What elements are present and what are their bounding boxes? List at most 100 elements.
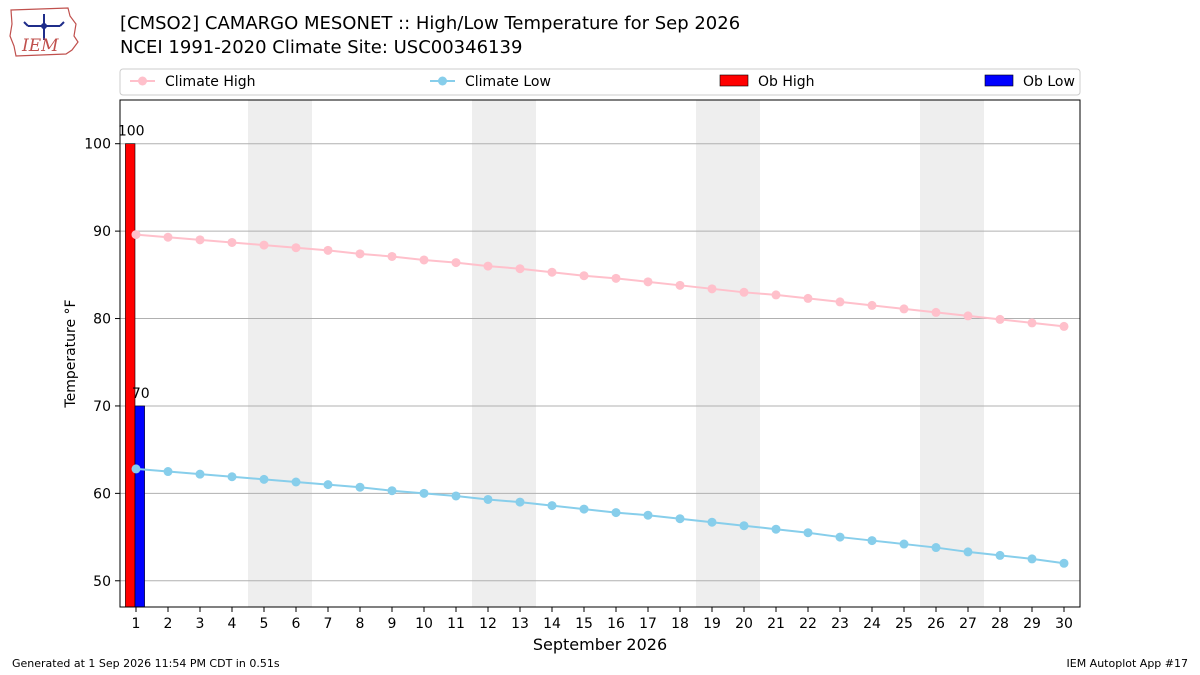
x-tick-label: 18 [671, 616, 689, 632]
y-tick-label: 100 [84, 137, 111, 153]
climate-high-point [675, 280, 685, 290]
chart-subtitle: NCEI 1991-2020 Climate Site: USC00346139 [120, 37, 523, 58]
weekend-band [696, 100, 760, 607]
x-tick-label: 17 [639, 616, 657, 632]
climate-low-point [227, 472, 237, 482]
x-tick-label: 11 [447, 616, 465, 632]
app-credit: IEM Autoplot App #17 [1066, 657, 1189, 670]
legend-box [119, 68, 1081, 96]
climate-high-point [899, 304, 909, 314]
generated-timestamp: Generated at 1 Sep 2026 11:54 PM CDT in … [12, 657, 280, 670]
climate-high-point [547, 267, 557, 277]
climate-high-point [803, 293, 813, 303]
climate-high-point [1059, 321, 1069, 331]
climate-high-line [135, 233, 1065, 328]
legend-box-swatch [719, 74, 749, 87]
legend-label: Ob Low [1023, 74, 1075, 90]
ob-high-bar [125, 143, 136, 608]
climate-low-point [355, 482, 365, 492]
climate-low-point [931, 543, 941, 553]
climate-low-point [771, 524, 781, 534]
climate-high-point [259, 240, 269, 250]
weekend-band [248, 100, 312, 607]
climate-low-point [867, 536, 877, 546]
climate-low-point [995, 550, 1005, 560]
legend-label: Climate High [165, 74, 256, 90]
ob-low-bar [134, 405, 145, 608]
climate-low-point [483, 494, 493, 504]
x-tick-label: 20 [735, 616, 753, 632]
climate-low-point [131, 464, 141, 474]
climate-high-point [131, 230, 141, 240]
climate-high-point [515, 264, 525, 274]
x-tick-label: 28 [991, 616, 1009, 632]
iem-logo: IEM [8, 6, 80, 58]
climate-low-point [323, 480, 333, 490]
climate-low-line [135, 467, 1065, 565]
climate-low-point [195, 469, 205, 479]
climate-low-point [899, 539, 909, 549]
weekend-band [472, 100, 536, 607]
y-tick-label: 60 [93, 486, 111, 502]
x-axis-label: September 2026 [533, 635, 667, 654]
climate-high-point [291, 243, 301, 253]
y-tick-label: 80 [93, 312, 111, 328]
x-tick-label: 26 [927, 616, 945, 632]
x-tick-label: 19 [703, 616, 721, 632]
x-tick-label: 9 [388, 616, 397, 632]
legend-box-swatch [984, 74, 1014, 87]
climate-low-point [515, 497, 525, 507]
x-tick-label: 13 [511, 616, 529, 632]
climate-high-point [195, 235, 205, 245]
climate-high-point [579, 271, 589, 281]
climate-low-point [643, 510, 653, 520]
x-tick-label: 29 [1023, 616, 1041, 632]
climate-low-point [739, 521, 749, 531]
x-tick-label: 22 [799, 616, 817, 632]
x-tick-label: 15 [575, 616, 593, 632]
climate-high-point [707, 284, 717, 294]
climate-high-point [867, 300, 877, 310]
climate-low-point [451, 491, 461, 501]
ob-low-data-label: 70 [132, 386, 150, 402]
x-tick-label: 7 [324, 616, 333, 632]
legend-label: Climate Low [465, 74, 551, 90]
x-tick-label: 24 [863, 616, 881, 632]
climate-high-point [1027, 318, 1037, 328]
x-tick-label: 1 [132, 616, 141, 632]
y-axis-label: Temperature °F [63, 299, 79, 408]
climate-high-point [163, 232, 173, 242]
weekend-band [920, 100, 984, 607]
y-tick-label: 90 [93, 224, 111, 240]
x-tick-label: 5 [260, 616, 269, 632]
x-tick-label: 16 [607, 616, 625, 632]
x-tick-label: 4 [228, 616, 237, 632]
climate-high-point [611, 273, 621, 283]
climate-low-point [163, 467, 173, 477]
y-tick-label: 70 [93, 399, 111, 415]
legend-label: Ob High [758, 74, 815, 90]
climate-high-point [227, 237, 237, 247]
x-tick-label: 2 [164, 616, 173, 632]
climate-high-point [419, 255, 429, 265]
y-tick-label: 50 [93, 574, 111, 590]
climate-low-point [1027, 554, 1037, 564]
climate-high-point [835, 297, 845, 307]
climate-low-point [707, 517, 717, 527]
x-tick-label: 23 [831, 616, 849, 632]
x-tick-label: 10 [415, 616, 433, 632]
climate-low-point [1059, 558, 1069, 568]
climate-high-point [323, 245, 333, 255]
x-tick-label: 12 [479, 616, 497, 632]
climate-high-point [995, 314, 1005, 324]
climate-low-point [259, 474, 269, 484]
x-tick-label: 8 [356, 616, 365, 632]
x-tick-label: 21 [767, 616, 785, 632]
climate-low-point [579, 504, 589, 514]
plot-frame [119, 99, 1081, 608]
climate-low-point [611, 508, 621, 518]
legend-marker-swatch [138, 76, 147, 86]
climate-high-point [643, 277, 653, 287]
x-tick-label: 25 [895, 616, 913, 632]
